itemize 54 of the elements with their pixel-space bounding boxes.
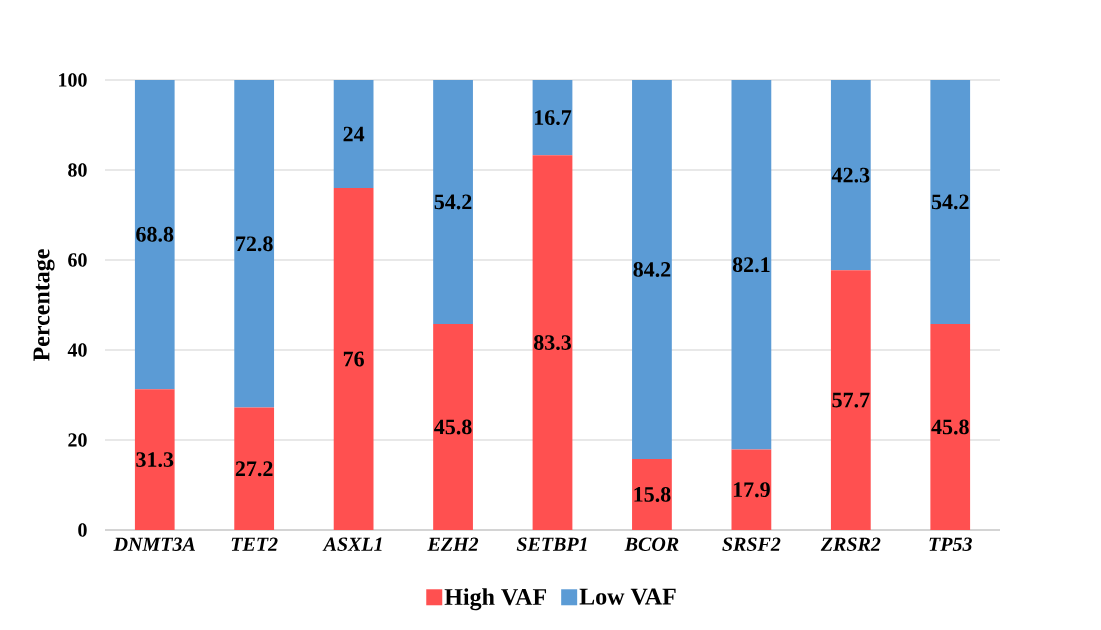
bar xyxy=(234,407,275,530)
data-label: 83.3 xyxy=(533,335,572,351)
y-tick-label: 60 xyxy=(68,253,87,267)
y-tick-label: 20 xyxy=(68,433,87,447)
bar xyxy=(830,80,871,271)
x-tick-label: BCOR xyxy=(624,537,679,551)
data-label: 27.2 xyxy=(235,461,273,477)
bar xyxy=(433,323,473,530)
data-label: 84.2 xyxy=(633,261,671,277)
data-label: 82.1 xyxy=(732,257,770,273)
legend-label: High VAF xyxy=(444,588,547,611)
bar xyxy=(333,80,374,188)
legend-label: Low VAF xyxy=(579,588,676,605)
x-tick-label: ASXL1 xyxy=(322,537,382,551)
bar xyxy=(433,80,473,324)
data-label: 31.3 xyxy=(136,452,174,468)
x-tick-label: EZH2 xyxy=(427,537,479,551)
bar xyxy=(930,80,971,324)
data-label: 45.8 xyxy=(931,419,969,435)
y-axis-title: Percentage xyxy=(33,249,55,362)
data-label: 15.8 xyxy=(634,486,671,502)
x-tick-label: SRSF2 xyxy=(722,537,781,551)
data-label: 72.8 xyxy=(236,236,273,252)
bar xyxy=(134,389,175,530)
data-label: 68.8 xyxy=(136,226,174,242)
y-tick-label: 0 xyxy=(78,523,87,537)
data-label: 54.2 xyxy=(931,194,969,210)
bar xyxy=(731,80,772,450)
bar xyxy=(930,323,971,530)
x-tick-label: DNMT3A xyxy=(113,537,195,551)
bar xyxy=(532,80,573,156)
data-label: 17.9 xyxy=(733,482,770,498)
data-label: 57.7 xyxy=(832,392,870,408)
bar xyxy=(632,80,672,459)
data-label: 24 xyxy=(343,126,365,142)
bar xyxy=(632,458,672,530)
bar xyxy=(234,80,275,408)
x-tick-label: SETBP1 xyxy=(516,537,587,551)
data-label: 54.2 xyxy=(434,194,472,210)
y-tick-label: 100 xyxy=(59,73,87,87)
data-label: 76 xyxy=(343,351,364,367)
data-label: 45.8 xyxy=(434,419,472,435)
data-label: 16.7 xyxy=(535,110,572,126)
data-label: 42.3 xyxy=(831,167,870,183)
bar xyxy=(134,80,175,390)
x-tick-label: TET2 xyxy=(231,537,278,551)
bar xyxy=(830,270,871,530)
bar xyxy=(333,188,374,530)
bar xyxy=(532,155,573,530)
y-tick-label: 80 xyxy=(68,163,87,177)
x-tick-label: ZRSR2 xyxy=(820,537,881,551)
bar xyxy=(731,449,772,530)
x-tick-label: TP53 xyxy=(929,537,972,551)
y-tick-label: 40 xyxy=(67,343,87,357)
